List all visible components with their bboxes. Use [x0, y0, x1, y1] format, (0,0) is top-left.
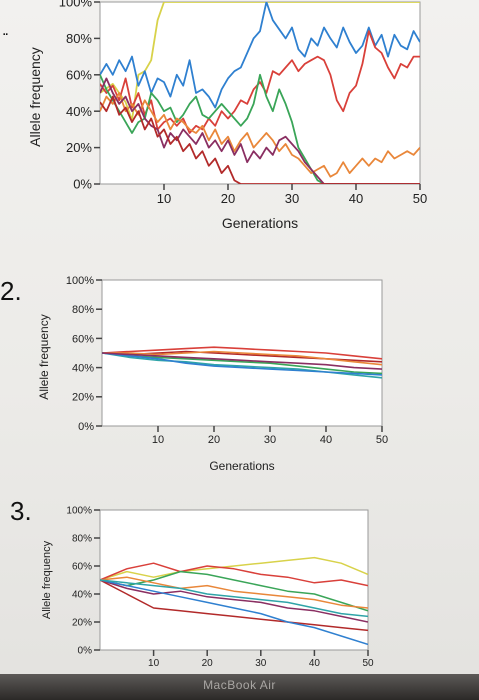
bezel-brand-text: MacBook Air	[203, 678, 276, 692]
x-tick-label: 30	[285, 191, 299, 206]
x-tick-label: 20	[208, 434, 220, 446]
x-tick-label: 20	[202, 658, 214, 669]
chart-2: 0% 20% 40% 60% 80% 100% 10 20 30 40 50 Generations A…	[37, 275, 388, 473]
y-tick-label: 20%	[72, 618, 92, 629]
series-line-green	[100, 570, 368, 612]
x-tick-label: 50	[376, 434, 388, 446]
series-line-darkred	[100, 95, 420, 184]
x-axis-title: Generations	[222, 215, 298, 231]
series-line-red	[102, 346, 382, 360]
x-tick-label: 10	[152, 434, 164, 446]
y-tick-label: 0%	[73, 177, 92, 192]
y-tick-label: 0%	[78, 421, 94, 433]
series-group	[100, 556, 368, 646]
y-tick-label: 60%	[72, 333, 94, 345]
x-tick-label: 50	[362, 658, 374, 669]
series-line-purple	[100, 579, 368, 623]
x-tick-label: 30	[264, 434, 276, 446]
x-tick-label: 50	[413, 191, 427, 206]
series-line-green	[102, 352, 382, 375]
series-line-blue	[102, 352, 382, 376]
y-tick-label: 100%	[66, 506, 92, 517]
series-line-yellow	[100, 556, 368, 581]
series-line-orange	[100, 92, 420, 178]
question-number-3: 3.	[10, 496, 32, 526]
y-tick-label: 100%	[66, 275, 94, 287]
series-line-blue	[100, 579, 368, 646]
series-line-orange	[102, 350, 382, 366]
series-line-teal	[100, 579, 368, 618]
y-axis-title: Allele frequency	[41, 540, 53, 619]
x-tick-label: 30	[255, 658, 267, 669]
x-tick-label: 10	[148, 658, 160, 669]
series-line-green	[100, 73, 420, 184]
x-tick-label: 40	[349, 191, 363, 206]
y-tick-label: 40%	[66, 104, 92, 119]
y-tick-label: 100%	[59, 0, 93, 10]
y-tick-label: 20%	[72, 392, 94, 404]
series-group	[100, 2, 420, 184]
y-tick-label: 0%	[78, 646, 93, 657]
chart-3: 0% 20% 40% 60% 80% 100% 10 20 30 40 50 Allele frequ…	[41, 506, 374, 670]
x-tick-label: 20	[221, 191, 235, 206]
series-group	[102, 346, 382, 379]
x-axis-title: Generations	[209, 459, 274, 473]
series-line-purple	[102, 352, 382, 370]
chart-1: 0% 20% 40% 60% 80% 100% 10 20 30 40 50 Generations A…	[27, 0, 427, 231]
series-line-orange	[100, 576, 368, 609]
y-axis-title: Allele frequency	[37, 314, 51, 399]
y-axis-title: Allele frequency	[27, 47, 43, 147]
y-tick-label: 80%	[72, 534, 92, 545]
series-line-red	[100, 562, 368, 587]
y-tick-label: 80%	[66, 31, 92, 46]
y-tick-label: 60%	[66, 67, 92, 82]
question-number-2: 2.	[0, 276, 22, 306]
series-line-purple	[100, 77, 420, 184]
x-tick-label: 40	[320, 434, 332, 446]
y-tick-label: 40%	[72, 590, 92, 601]
x-tick-label: 40	[309, 658, 321, 669]
y-tick-label: 60%	[72, 562, 92, 573]
x-tick-label: 10	[157, 191, 171, 206]
y-tick-label: 20%	[66, 140, 92, 155]
series-line-darkred	[100, 579, 368, 632]
laptop-bezel	[0, 674, 479, 700]
series-line-red	[100, 30, 420, 134]
y-tick-label: 80%	[72, 304, 94, 316]
y-tick-label: 40%	[72, 362, 94, 374]
fragment-mark: ..	[2, 22, 9, 39]
series-line-blue	[100, 2, 420, 109]
